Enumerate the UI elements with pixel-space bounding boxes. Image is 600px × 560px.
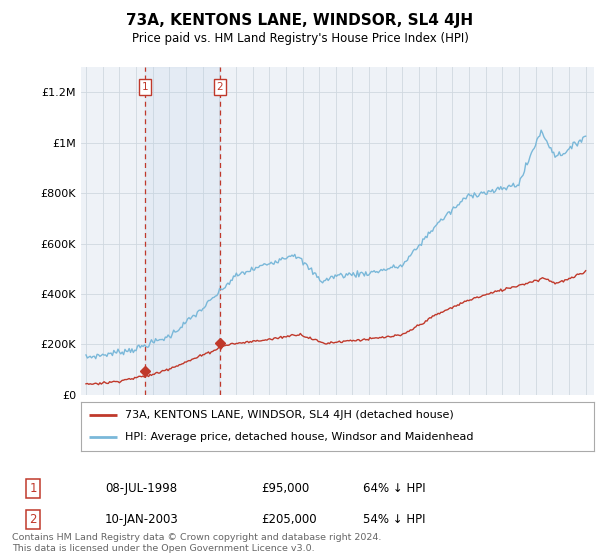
Text: 73A, KENTONS LANE, WINDSOR, SL4 4JH (detached house): 73A, KENTONS LANE, WINDSOR, SL4 4JH (det…	[125, 410, 454, 421]
Text: HPI: Average price, detached house, Windsor and Maidenhead: HPI: Average price, detached house, Wind…	[125, 432, 473, 442]
Text: 10-JAN-2003: 10-JAN-2003	[105, 513, 179, 526]
Text: 64% ↓ HPI: 64% ↓ HPI	[363, 482, 425, 495]
Text: 1: 1	[29, 482, 37, 495]
Text: £95,000: £95,000	[261, 482, 309, 495]
Text: Price paid vs. HM Land Registry's House Price Index (HPI): Price paid vs. HM Land Registry's House …	[131, 32, 469, 45]
Text: 2: 2	[217, 82, 223, 92]
Text: 2: 2	[29, 513, 37, 526]
Text: 73A, KENTONS LANE, WINDSOR, SL4 4JH: 73A, KENTONS LANE, WINDSOR, SL4 4JH	[127, 13, 473, 29]
Text: 08-JUL-1998: 08-JUL-1998	[105, 482, 177, 495]
Text: Contains HM Land Registry data © Crown copyright and database right 2024.
This d: Contains HM Land Registry data © Crown c…	[12, 533, 382, 553]
Text: 54% ↓ HPI: 54% ↓ HPI	[363, 513, 425, 526]
Bar	[145, 67, 220, 395]
Text: £205,000: £205,000	[261, 513, 317, 526]
Text: 1: 1	[142, 82, 148, 92]
